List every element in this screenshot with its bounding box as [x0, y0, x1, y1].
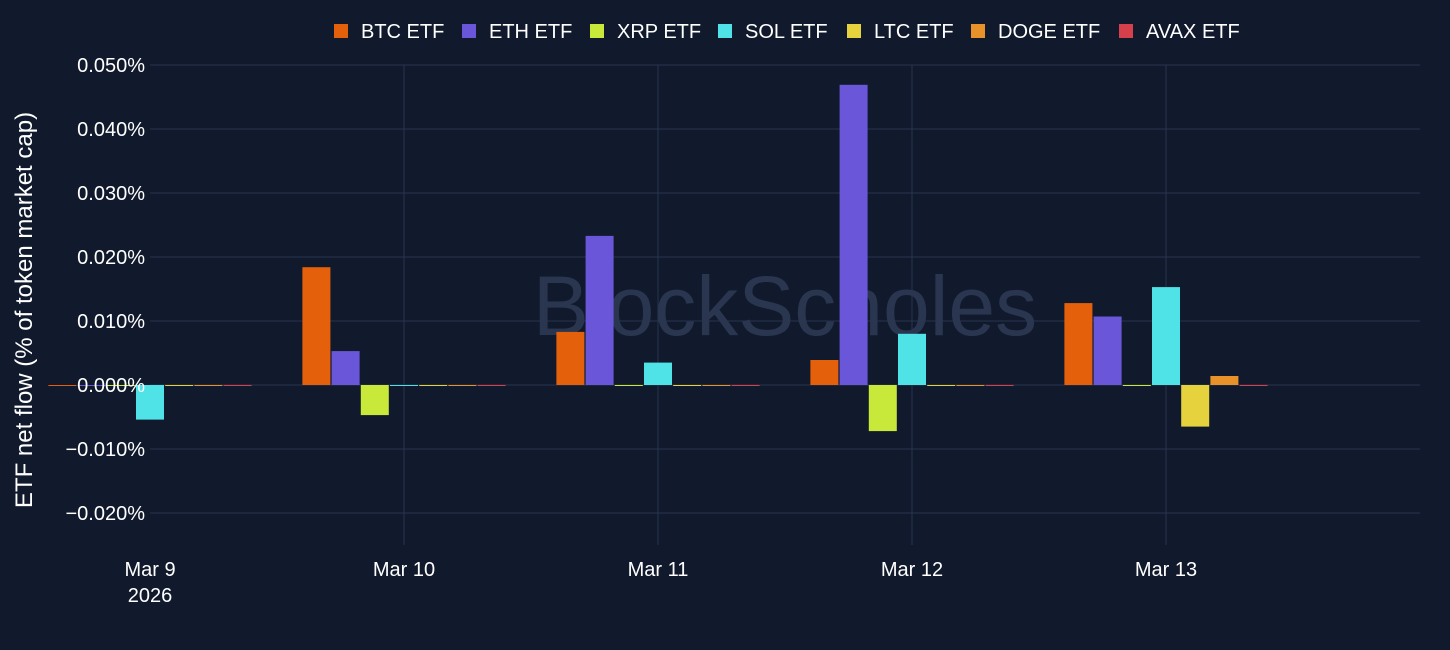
x-tick-label: Mar 11 — [628, 559, 689, 581]
x-tick-label: Mar 9 — [124, 559, 175, 581]
bar-xrp-etf — [1122, 385, 1151, 386]
legend-label: AVAX ETF — [1146, 21, 1240, 43]
bar-xrp-etf — [614, 385, 643, 386]
legend-swatch — [1119, 24, 1133, 38]
legend-label: XRP ETF — [617, 21, 701, 43]
legend-item-doge-etf[interactable]: DOGE ETF — [971, 21, 1100, 43]
bar-ltc-etf — [927, 385, 956, 386]
bar-avax-etf — [985, 385, 1014, 386]
bar-doge-etf — [956, 385, 985, 386]
legend-swatch — [462, 24, 476, 38]
bar-eth-etf — [331, 351, 360, 385]
bar-xrp-etf — [360, 385, 389, 416]
legend-item-xrp-etf[interactable]: XRP ETF — [590, 21, 701, 43]
bar-eth-etf — [77, 385, 106, 386]
y-tick-label: 0.010% — [77, 311, 145, 333]
legend-label: LTC ETF — [874, 21, 954, 43]
legend-swatch — [718, 24, 732, 38]
legend-item-btc-etf[interactable]: BTC ETF — [334, 21, 444, 43]
bar-sol-etf — [390, 385, 418, 386]
bar-avax-etf — [477, 385, 506, 386]
x-tick-label: Mar 10 — [373, 559, 435, 581]
bar-avax-etf — [223, 385, 252, 386]
bar-avax-etf — [1239, 385, 1268, 386]
watermark: BlockScholes — [533, 259, 1037, 353]
legend-label: ETH ETF — [489, 21, 572, 43]
bar-doge-etf — [702, 385, 731, 386]
legend-swatch — [590, 24, 604, 38]
bar-xrp-etf — [868, 385, 897, 432]
y-tick-label: 0.050% — [77, 55, 145, 77]
legend-item-ltc-etf[interactable]: LTC ETF — [847, 21, 954, 43]
legend-item-sol-etf[interactable]: SOL ETF — [718, 21, 828, 43]
bar-btc-etf — [302, 267, 331, 385]
x-axis-ticks: Mar 9 2026 Mar 10 Mar 11 Mar 12 Mar 13 — [124, 559, 1197, 607]
bar-ltc-etf — [673, 385, 702, 386]
x-tick-label: Mar 13 — [1135, 559, 1197, 581]
bar-ltc-etf — [419, 385, 448, 386]
bars — [48, 84, 1268, 432]
y-tick-label: 0.000% — [77, 375, 145, 397]
bar-doge-etf — [448, 385, 477, 386]
y-axis-ticks: 0.050% 0.040% 0.030% 0.020% 0.010% 0.000% −0.0… — [65, 55, 145, 525]
bar-sol-etf — [136, 385, 164, 420]
legend-label: DOGE ETF — [998, 21, 1100, 43]
x-tick-label: Mar 12 — [881, 559, 943, 581]
legend-label: SOL ETF — [745, 21, 828, 43]
bar-btc-etf — [1064, 303, 1093, 385]
bar-sol-etf — [1152, 287, 1180, 385]
bar-btc-etf — [556, 331, 585, 385]
bar-ltc-etf — [165, 385, 194, 386]
bar-eth-etf — [1093, 316, 1122, 385]
bar-btc-etf — [810, 360, 839, 385]
legend-item-eth-etf[interactable]: ETH ETF — [462, 21, 572, 43]
bar-ltc-etf — [1181, 385, 1210, 427]
legend-swatch — [334, 24, 348, 38]
x-tick-label: 2026 — [128, 585, 173, 607]
bar-btc-etf — [48, 385, 77, 386]
legend-label: BTC ETF — [361, 21, 444, 43]
bar-sol-etf — [644, 362, 672, 385]
y-tick-label: −0.010% — [65, 439, 145, 461]
bar-eth-etf — [585, 235, 614, 385]
bar-doge-etf — [1210, 376, 1239, 385]
legend-swatch — [971, 24, 985, 38]
bar-eth-etf — [839, 84, 868, 386]
y-tick-label: 0.030% — [77, 183, 145, 205]
bar-avax-etf — [731, 385, 760, 386]
y-tick-label: −0.020% — [65, 503, 145, 525]
y-tick-label: 0.040% — [77, 119, 145, 141]
y-axis-label: ETF net flow (% of token market cap) — [11, 112, 38, 508]
legend-item-avax-etf[interactable]: AVAX ETF — [1119, 21, 1240, 43]
bar-xrp-etf — [106, 385, 135, 386]
bar-sol-etf — [898, 333, 926, 385]
legend[interactable]: BTC ETF ETH ETF XRP ETF SOL ETF LTC ETF DOGE … — [334, 21, 1240, 43]
bar-doge-etf — [194, 385, 223, 386]
y-tick-label: 0.020% — [77, 247, 145, 269]
legend-swatch — [847, 24, 861, 38]
